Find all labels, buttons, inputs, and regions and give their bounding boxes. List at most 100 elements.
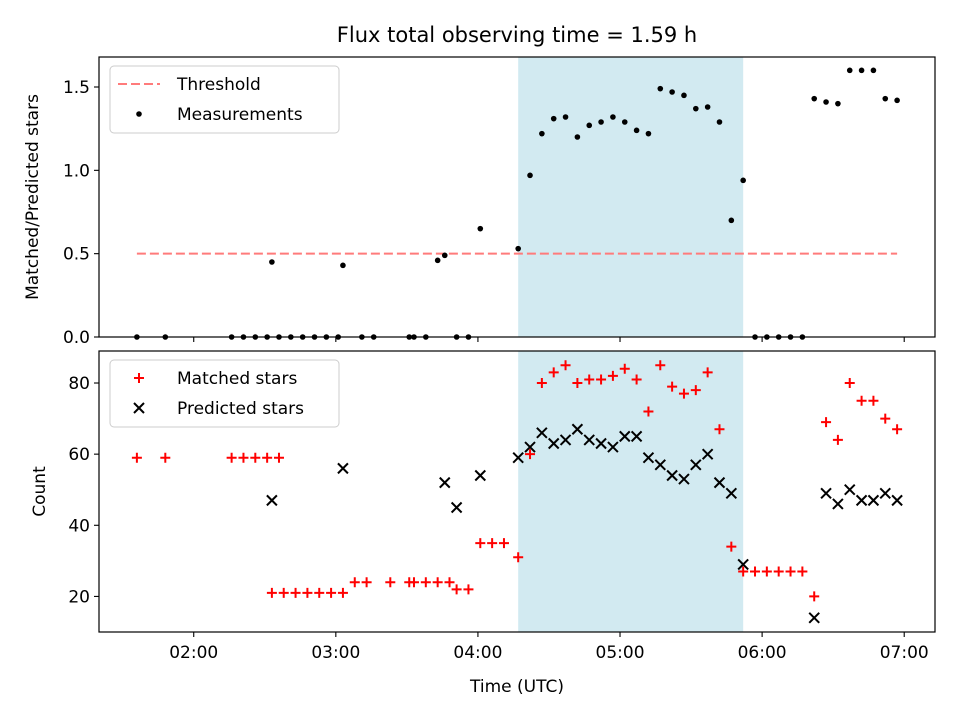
data-point xyxy=(642,452,655,464)
observing-window-shading xyxy=(518,351,744,632)
legend-box xyxy=(109,65,340,134)
data-point xyxy=(728,217,735,224)
data-point xyxy=(643,406,654,417)
data-point xyxy=(238,452,249,463)
data-point xyxy=(690,459,702,471)
data-point xyxy=(266,587,277,598)
data-point xyxy=(340,262,346,269)
data-point xyxy=(654,459,666,471)
data-point xyxy=(349,577,360,588)
data-point xyxy=(250,452,261,463)
x-tick-label: 02:00 xyxy=(169,643,218,663)
data-point xyxy=(773,566,784,577)
data-point xyxy=(891,494,903,507)
data-point xyxy=(855,494,868,507)
legend: Matched stars Predicted stars xyxy=(109,359,340,428)
legend-label: Matched stars xyxy=(177,369,297,389)
data-point xyxy=(714,424,725,435)
x-tick-label: 05:00 xyxy=(596,643,645,663)
data-point xyxy=(702,367,713,378)
data-point xyxy=(844,484,856,496)
data-point xyxy=(266,494,278,507)
data-point xyxy=(525,449,536,460)
data-point xyxy=(226,452,237,463)
data-point xyxy=(477,225,484,232)
data-point xyxy=(713,476,726,489)
data-point xyxy=(290,587,301,598)
chart-title: Flux total observing time = 1.59 h xyxy=(337,23,697,47)
data-point xyxy=(867,494,880,507)
data-point xyxy=(475,538,486,549)
data-point xyxy=(619,363,630,374)
y-tick-label: 40 xyxy=(68,516,90,536)
data-point xyxy=(693,105,699,112)
data-point xyxy=(750,566,761,577)
data-point xyxy=(785,566,796,577)
data-point xyxy=(832,498,844,510)
legend-label: Predicted stars xyxy=(177,399,304,419)
data-point xyxy=(420,577,431,588)
data-point xyxy=(821,417,832,428)
data-point xyxy=(408,577,419,588)
data-point xyxy=(856,395,867,406)
data-point xyxy=(536,378,547,389)
data-point xyxy=(562,114,569,120)
data-point xyxy=(584,374,595,385)
data-point xyxy=(527,172,533,179)
data-point xyxy=(337,587,348,598)
y-tick-label: 60 xyxy=(68,445,90,465)
legend-swatch xyxy=(133,402,145,414)
data-point xyxy=(574,134,581,140)
data-point xyxy=(892,424,903,435)
observing-window-shading xyxy=(518,57,744,337)
data-point xyxy=(131,452,142,463)
data-point xyxy=(550,115,557,122)
data-point xyxy=(811,95,818,102)
data-point xyxy=(269,259,275,265)
data-point xyxy=(797,566,808,577)
data-point xyxy=(314,587,325,598)
axes-frame xyxy=(98,56,936,338)
y-tick-label: 80 xyxy=(68,374,90,394)
legend-box xyxy=(109,359,340,428)
data-point xyxy=(607,441,619,453)
data-point xyxy=(598,119,604,125)
data-point xyxy=(450,501,463,514)
data-point xyxy=(870,67,877,74)
legend-label: Threshold xyxy=(176,75,261,95)
data-point xyxy=(738,566,749,577)
data-point xyxy=(657,85,664,92)
data-point xyxy=(513,552,524,563)
data-point xyxy=(725,487,738,499)
data-point xyxy=(844,378,855,389)
data-point xyxy=(572,378,583,389)
axes-frame xyxy=(98,350,936,633)
data-point xyxy=(681,92,687,99)
x-tick-label: 06:00 xyxy=(738,643,787,663)
data-point xyxy=(559,434,572,446)
data-point xyxy=(596,374,607,385)
data-point xyxy=(894,97,900,104)
data-point xyxy=(868,395,879,406)
lower-panel: 20 40 60 80 02:00 03:00 04:00 05:00 06:00 07:00 Co… xyxy=(30,350,936,663)
data-point xyxy=(630,430,643,443)
data-point xyxy=(536,427,548,439)
data-point xyxy=(858,67,865,74)
data-point xyxy=(586,122,593,129)
data-point xyxy=(262,452,273,463)
data-point xyxy=(621,119,628,125)
data-point xyxy=(879,487,891,499)
legend: Threshold Measurements xyxy=(109,65,340,134)
data-point xyxy=(524,441,536,453)
data-point xyxy=(740,177,746,184)
y-tick-label: 1.5 xyxy=(63,78,90,98)
data-point xyxy=(716,119,723,125)
data-point xyxy=(498,538,509,549)
series-matched-stars xyxy=(131,360,903,602)
data-point xyxy=(278,587,289,598)
data-point xyxy=(474,469,486,482)
data-point xyxy=(432,577,443,588)
data-point xyxy=(846,67,853,74)
series-measurements xyxy=(134,67,900,340)
